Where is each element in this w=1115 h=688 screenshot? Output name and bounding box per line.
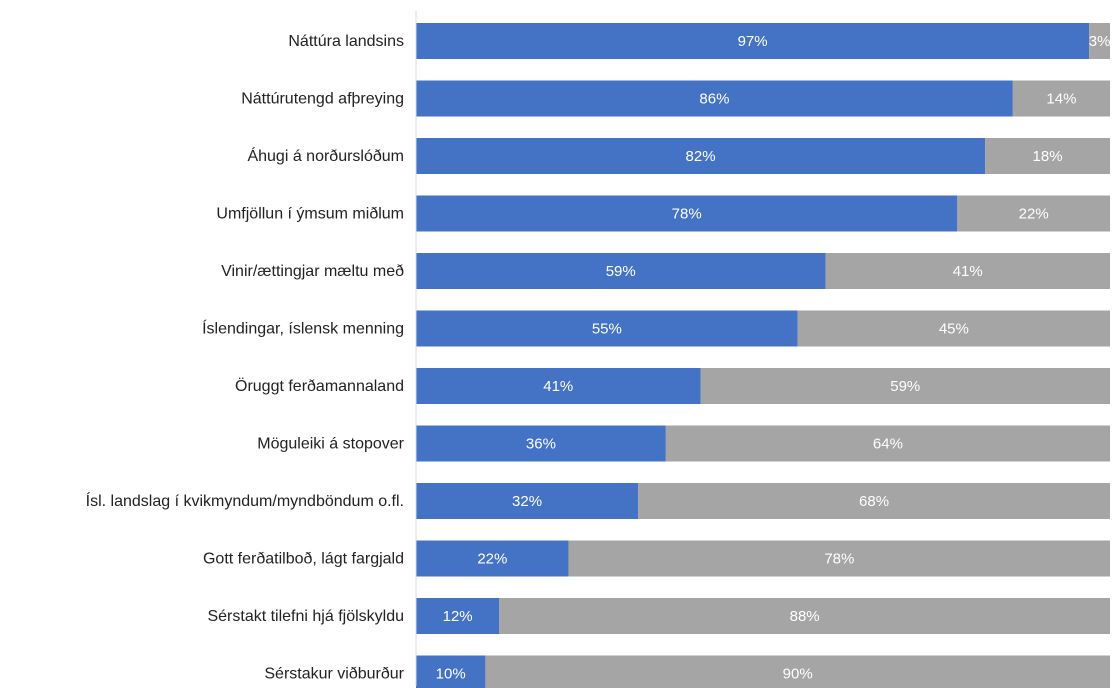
category-label: Sérstakt tilefni hjá fjölskyldu — [207, 608, 404, 625]
data-label: 22% — [1019, 206, 1049, 223]
data-labels-group: 97% 3% 86% 14% 82% 18% 78% 22% 59% 41% 55% 45% 41% 59… — [436, 33, 1111, 683]
category-label: Umfjöllun í ýmsum miðlum — [216, 206, 404, 223]
data-label: 32% — [512, 493, 542, 510]
bar-segment-gray — [638, 483, 1110, 519]
data-label: 78% — [672, 206, 702, 223]
data-label: 45% — [939, 321, 969, 338]
data-label: 64% — [873, 436, 903, 453]
data-label: 41% — [543, 378, 573, 395]
bar-segment-blue — [416, 598, 500, 634]
data-label: 90% — [783, 666, 813, 683]
bar-segment-blue — [416, 23, 1090, 59]
bar-segment-blue — [416, 368, 701, 404]
bars-group — [416, 23, 1110, 688]
bar-segment-gray — [985, 138, 1110, 174]
data-label: 86% — [699, 91, 729, 108]
bar-segment-blue — [416, 540, 569, 577]
bar-segment-blue — [416, 195, 958, 232]
bar-segment-gray — [700, 368, 1110, 404]
data-label: 82% — [686, 148, 716, 165]
data-label: 59% — [890, 378, 920, 395]
data-label: 55% — [592, 321, 622, 338]
bar-segment-blue — [416, 425, 666, 462]
bar-segment-blue — [416, 310, 798, 347]
bar-segment-gray — [957, 195, 1110, 232]
bar-segment-blue — [416, 138, 986, 174]
category-label: Sérstakur viðburður — [264, 666, 404, 683]
bar-segment-gray — [1089, 23, 1110, 59]
data-label: 22% — [477, 551, 507, 568]
data-label: 59% — [606, 263, 636, 280]
bar-segment-gray — [797, 310, 1110, 347]
category-label: Íslendingar, íslensk menning — [202, 319, 404, 338]
data-label: 88% — [790, 608, 820, 625]
data-label: 14% — [1046, 91, 1076, 108]
data-label: 41% — [953, 263, 983, 280]
data-label: 97% — [738, 33, 768, 50]
category-label: Möguleiki á stopover — [257, 436, 404, 453]
data-label: 10% — [436, 666, 466, 683]
bar-segment-blue — [416, 483, 639, 519]
category-label: Vinir/ættingjar mæltu með — [221, 263, 404, 280]
data-label: 12% — [443, 608, 473, 625]
category-label: Öruggt ferðamannaland — [235, 377, 404, 395]
bar-segment-gray — [665, 425, 1110, 462]
category-label: Áhugi á norðurslóðum — [247, 146, 404, 165]
category-label: Ísl. landslag í kvikmyndum/myndböndum o.… — [86, 491, 404, 510]
category-label: Gott ferðatilboð, lágt fargjald — [203, 551, 404, 568]
data-label: 68% — [859, 493, 889, 510]
bar-segment-blue — [416, 253, 826, 289]
data-label: 3% — [1089, 33, 1111, 50]
category-label: Náttúrutengd afþreying — [241, 91, 404, 108]
data-label: 78% — [824, 551, 854, 568]
bar-segment-gray — [499, 598, 1110, 634]
bar-segment-blue — [416, 655, 486, 688]
bar-segment-gray — [568, 540, 1110, 577]
bar-segment-blue — [416, 80, 1013, 117]
category-label: Náttúra landsins — [288, 33, 404, 50]
bar-segment-gray — [825, 253, 1110, 289]
bar-segment-gray — [1012, 80, 1110, 117]
data-label: 36% — [526, 436, 556, 453]
category-labels-group: Náttúra landsins Náttúrutengd afþreying Áh… — [86, 33, 405, 683]
bar-segment-gray — [485, 655, 1110, 688]
data-label: 18% — [1033, 148, 1063, 165]
